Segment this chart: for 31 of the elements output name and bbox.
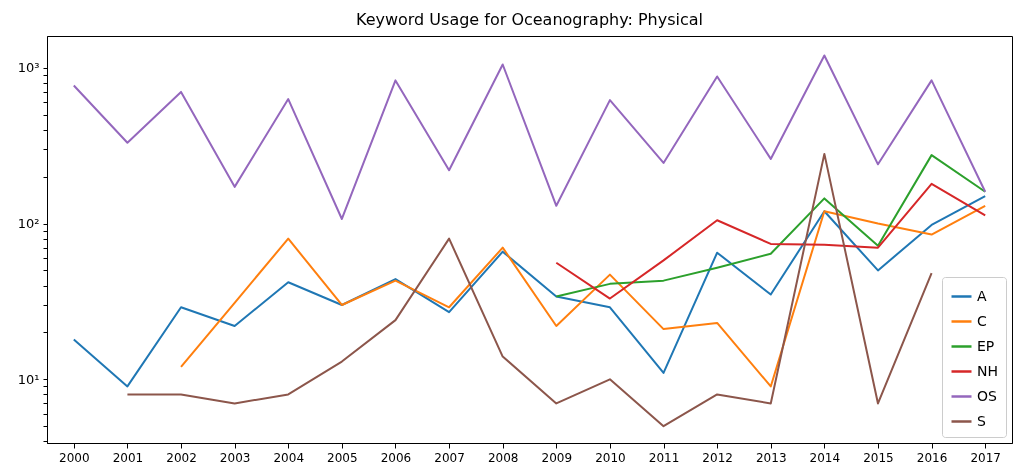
x-tick-label: 2011	[648, 450, 680, 465]
x-tick-label: 2000	[59, 450, 90, 465]
y-tick-label: 10²	[17, 216, 40, 232]
x-tick-label: 2001	[112, 450, 144, 465]
x-tick-label: 2012	[702, 450, 733, 465]
x-tick-label: 2003	[219, 450, 251, 465]
x-tick-label: 2002	[166, 450, 197, 465]
legend-label: S	[977, 412, 986, 429]
y-tick-label: 10³	[17, 60, 40, 76]
x-tick-label: 2014	[809, 450, 841, 465]
x-tick-label: 2010	[595, 450, 626, 465]
x-tick-label: 2015	[863, 450, 894, 465]
x-tick-label: 2016	[916, 450, 948, 465]
line-series	[72, 54, 987, 220]
x-tick-label: 2007	[434, 450, 465, 465]
y-tick-label: 10¹	[17, 371, 40, 387]
x-tick-label: 2008	[487, 450, 519, 465]
x-tick-label: 2009	[541, 450, 573, 465]
x-tick-label: 2013	[755, 450, 787, 465]
x-tick-label: 2004	[273, 450, 305, 465]
x-tick-label: 2006	[380, 450, 412, 465]
line-series	[126, 152, 933, 428]
legend-label: A	[977, 287, 987, 304]
line-series	[555, 182, 987, 300]
legend-label: OS	[977, 387, 998, 404]
legend-label: NH	[977, 362, 998, 379]
chart-title: Keyword Usage for Oceanography: Physical	[355, 10, 704, 29]
x-tick-label: 2017	[970, 450, 1001, 465]
legend-label: C	[977, 312, 987, 329]
x-tick-label: 2005	[327, 450, 358, 465]
legend-label: EP	[977, 337, 995, 354]
